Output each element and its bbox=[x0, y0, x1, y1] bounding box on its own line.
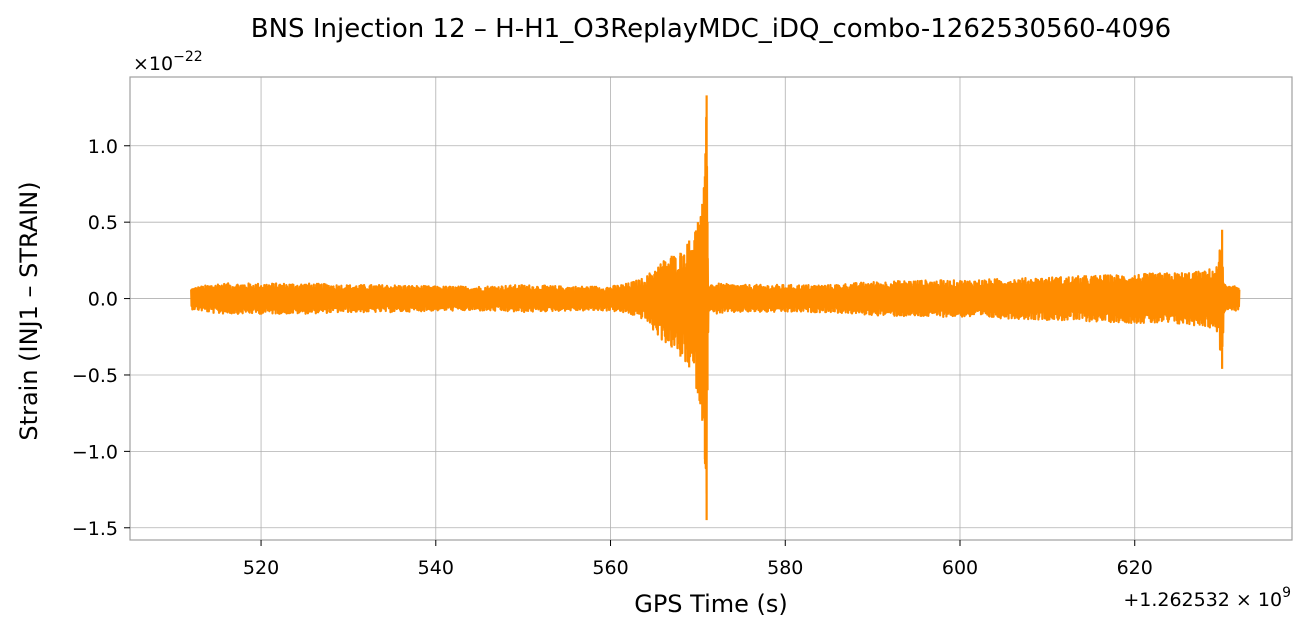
axes-frame bbox=[129, 76, 1293, 541]
y-scale-label: ×10−22 bbox=[133, 49, 203, 75]
y-tick-label: 0.5 bbox=[88, 212, 118, 234]
chart-title: BNS Injection 12 – H-H1_O3ReplayMDC_iDQ_… bbox=[251, 14, 1171, 44]
y-tick-label: −1.0 bbox=[72, 441, 118, 463]
y-tick-label: 0.0 bbox=[88, 289, 118, 311]
x-tick-label: 520 bbox=[243, 557, 279, 579]
x-offset-base: +1.262532 × 10 bbox=[1123, 589, 1282, 611]
y-tick-label: −0.5 bbox=[72, 365, 118, 387]
x-tick-label: 540 bbox=[418, 557, 454, 579]
y-axis-label: Strain (INJ1 – STRAIN) bbox=[15, 181, 43, 440]
series-group bbox=[190, 95, 1241, 521]
x-tick-label: 580 bbox=[767, 557, 803, 579]
x-axis-label: GPS Time (s) bbox=[634, 590, 788, 618]
y-tick-label: −1.5 bbox=[72, 518, 118, 540]
y-scale-base: ×10 bbox=[133, 53, 173, 75]
x-tick-label: 620 bbox=[1117, 557, 1153, 579]
x-tick-label: 560 bbox=[592, 557, 628, 579]
y-scale-exponent: −22 bbox=[173, 49, 203, 65]
strain-series-line bbox=[190, 95, 1241, 521]
x-tick-label: 600 bbox=[942, 557, 978, 579]
x-offset-label: +1.262532 × 109 bbox=[1123, 585, 1291, 611]
x-offset-exponent: 9 bbox=[1282, 585, 1291, 601]
tick-group: 520 540 560 580 600 620 1.0 0.5 0.0 −0.5 −1.0 −1.5 bbox=[72, 136, 1153, 579]
y-tick-label: 1.0 bbox=[88, 136, 118, 158]
